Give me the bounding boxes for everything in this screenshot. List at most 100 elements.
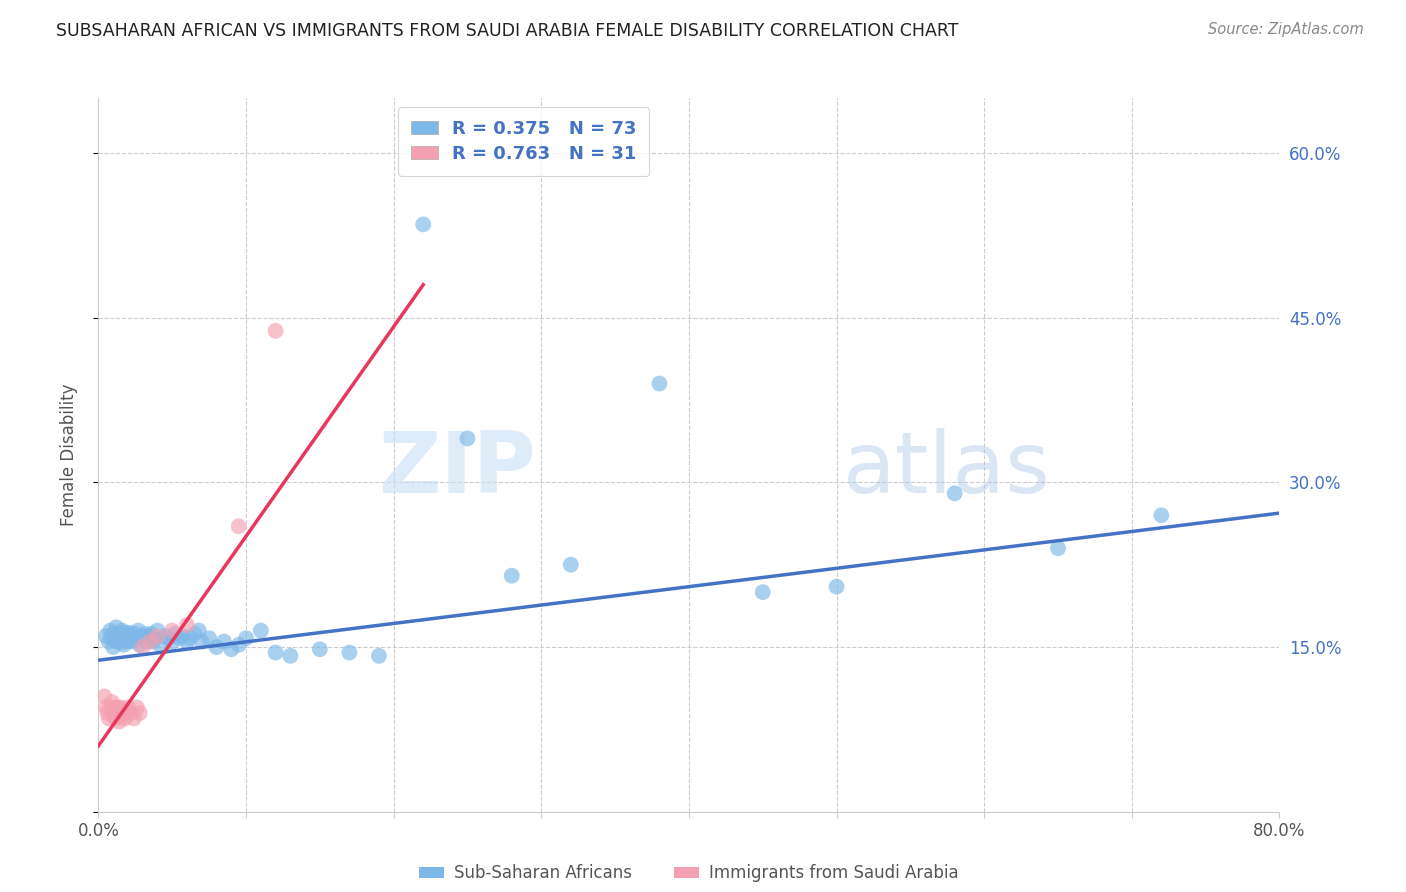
Point (156, 632, 179, 646)
Point (205, 640, 228, 654)
Point (172, 629, 194, 643)
Point (235, 632, 257, 646)
Point (110, 629, 132, 643)
Point (153, 629, 176, 643)
Point (105, 620, 128, 634)
Point (183, 627, 205, 641)
Point (118, 632, 141, 646)
Point (114, 711, 136, 725)
Point (122, 632, 145, 647)
Point (250, 624, 273, 638)
Point (117, 628, 139, 642)
Point (98, 624, 121, 638)
Point (103, 640, 125, 654)
Point (120, 625, 142, 640)
Point (309, 642, 332, 657)
Y-axis label: Female Disability: Female Disability (59, 384, 77, 526)
Point (98, 700, 121, 714)
Point (278, 648, 302, 663)
Point (1046, 541, 1069, 556)
Point (111, 624, 134, 638)
Point (134, 632, 156, 646)
Point (176, 634, 198, 648)
Point (105, 634, 128, 648)
Point (107, 700, 129, 714)
Point (115, 706, 138, 720)
Point (105, 706, 128, 720)
Point (110, 706, 132, 720)
Point (648, 376, 671, 391)
Point (219, 642, 242, 657)
Point (142, 634, 165, 648)
Point (560, 558, 582, 572)
Point (103, 704, 125, 718)
Point (111, 632, 134, 647)
Point (114, 630, 136, 644)
Point (97, 634, 120, 648)
Point (176, 618, 198, 632)
Point (128, 638, 150, 652)
Point (751, 585, 773, 599)
Text: ZIP: ZIP (378, 427, 536, 511)
Point (179, 632, 201, 646)
Point (100, 632, 122, 646)
Legend: Sub-Saharan Africans, Immigrants from Saudi Arabia: Sub-Saharan Africans, Immigrants from Sa… (412, 858, 966, 889)
Point (127, 624, 149, 638)
Point (139, 634, 162, 648)
Point (94, 700, 117, 714)
Point (108, 714, 131, 729)
Point (103, 627, 125, 641)
Point (128, 706, 150, 720)
Point (162, 634, 183, 648)
Point (162, 624, 183, 638)
Point (112, 704, 135, 718)
Point (191, 634, 214, 648)
Point (139, 632, 162, 646)
Point (141, 627, 163, 641)
Point (96, 706, 118, 720)
Point (111, 708, 134, 723)
Point (100, 695, 122, 709)
Point (110, 635, 132, 649)
Point (825, 580, 848, 594)
Point (412, 218, 434, 232)
Point (212, 634, 235, 648)
Point (122, 711, 145, 725)
Point (165, 627, 187, 641)
Text: atlas: atlas (842, 427, 1050, 511)
Point (169, 632, 191, 646)
Point (501, 568, 523, 582)
Point (943, 486, 966, 500)
Point (135, 627, 157, 641)
Point (368, 648, 391, 663)
Point (339, 646, 360, 660)
Point (115, 633, 138, 648)
Point (105, 711, 128, 725)
Point (187, 624, 209, 638)
Point (136, 634, 159, 648)
Point (124, 627, 146, 641)
Point (132, 640, 155, 654)
Point (117, 700, 139, 714)
Point (114, 625, 136, 640)
Point (264, 324, 287, 338)
Point (120, 634, 142, 648)
Point (228, 519, 250, 533)
Point (125, 700, 148, 714)
Point (120, 706, 142, 720)
Text: SUBSAHARAN AFRICAN VS IMMIGRANTS FROM SAUDI ARABIA FEMALE DISABILITY CORRELATION: SUBSAHARAN AFRICAN VS IMMIGRANTS FROM SA… (56, 22, 959, 40)
Point (146, 624, 169, 638)
Point (198, 632, 221, 646)
Point (143, 632, 166, 646)
Point (97, 711, 120, 725)
Point (103, 708, 125, 723)
Point (110, 700, 132, 714)
Point (112, 638, 135, 652)
Point (104, 700, 127, 714)
Point (94, 629, 117, 643)
Point (228, 638, 250, 652)
Point (456, 432, 478, 446)
Point (138, 629, 160, 643)
Point (121, 629, 143, 643)
Point (108, 632, 131, 646)
